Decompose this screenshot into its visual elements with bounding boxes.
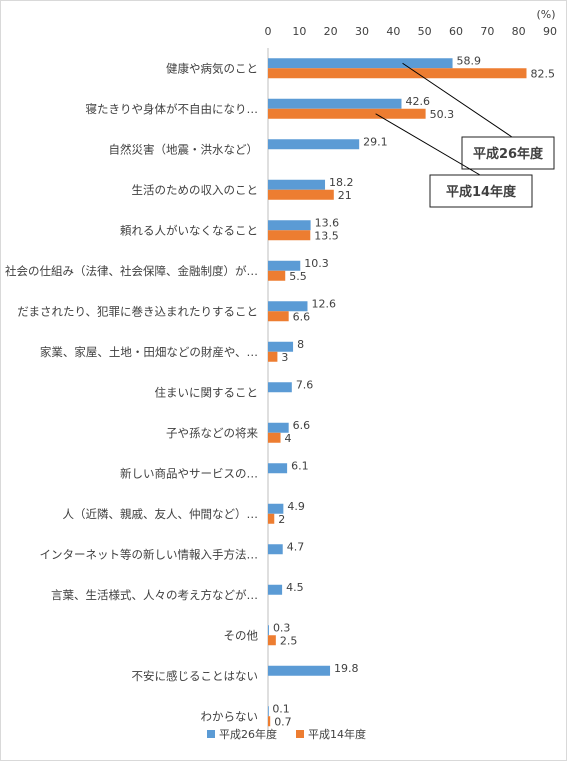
bar-s0-4 xyxy=(268,220,311,231)
data-label-s1-11: 2 xyxy=(278,513,285,526)
data-label-s0-11: 4.9 xyxy=(287,500,305,513)
category-label-9: 子や孫などの将来 xyxy=(166,426,258,440)
bar-s0-9 xyxy=(268,422,289,433)
data-label-s0-8: 7.6 xyxy=(296,378,314,391)
callout-box-0 xyxy=(461,136,555,170)
data-label-s1-6: 6.6 xyxy=(293,310,311,323)
x-tick-label-1: 10 xyxy=(292,25,306,38)
data-label-s0-12: 4.7 xyxy=(287,540,305,553)
data-label-s1-3: 21 xyxy=(338,189,352,202)
data-label-s0-16: 0.1 xyxy=(272,702,290,715)
bar-s0-10 xyxy=(268,463,288,474)
category-label-13: 言葉、生活様式、人々の考え方などが… xyxy=(51,588,258,602)
bar-s0-13 xyxy=(268,584,283,595)
bar-s0-3 xyxy=(268,179,326,190)
bar-s0-14 xyxy=(268,625,269,636)
data-label-s0-6: 12.6 xyxy=(311,297,336,310)
data-label-s0-0: 58.9 xyxy=(457,54,482,67)
callout-text-0: 平成26年度 xyxy=(473,146,544,162)
data-label-s0-14: 0.3 xyxy=(273,621,291,634)
bar-s1-6 xyxy=(268,311,289,322)
data-label-s0-3: 18.2 xyxy=(329,176,354,189)
category-label-0: 健康や病気のこと xyxy=(166,61,258,75)
bar-s1-16 xyxy=(268,716,271,727)
bar-s1-14 xyxy=(268,635,276,646)
bar-s1-3 xyxy=(268,189,334,200)
legend-label-0: 平成26年度 xyxy=(219,727,277,741)
callout-box-1 xyxy=(429,174,533,208)
bar-s1-1 xyxy=(268,108,426,119)
legend-swatch-1 xyxy=(296,730,304,738)
category-label-4: 頼れる人がいなくなること xyxy=(120,223,258,237)
data-label-s0-10: 6.1 xyxy=(291,459,309,472)
x-tick-label-0: 0 xyxy=(265,25,272,38)
bar-s0-12 xyxy=(268,544,283,555)
bar-s1-5 xyxy=(268,270,286,281)
data-label-s1-0: 82.5 xyxy=(531,67,556,80)
category-label-6: だまされたり、犯罪に巻き込まれたりすること xyxy=(17,304,258,318)
axis-unit-label: (%) xyxy=(536,8,555,21)
bar-s1-4 xyxy=(268,230,311,241)
x-tick-label-3: 30 xyxy=(355,25,369,38)
category-label-5: 社会の仕組み（法律、社会保障、金融制度）が… xyxy=(5,264,258,278)
x-tick-label-6: 60 xyxy=(449,25,463,38)
category-label-14: その他 xyxy=(224,628,259,642)
data-label-s0-5: 10.3 xyxy=(304,257,329,270)
x-tick-label-4: 40 xyxy=(386,25,400,38)
data-label-s0-2: 29.1 xyxy=(363,135,388,148)
bar-s0-0 xyxy=(268,58,453,69)
category-label-3: 生活のための収入のこと xyxy=(132,183,259,197)
x-tick-label-8: 80 xyxy=(512,25,526,38)
category-label-16: わからない xyxy=(201,709,259,723)
x-tick-label-9: 90 xyxy=(543,25,557,38)
category-label-10: 新しい商品やサービスの… xyxy=(120,466,258,480)
data-label-s1-16: 0.7 xyxy=(274,715,292,728)
bar-s0-15 xyxy=(268,665,331,676)
bar-s1-9 xyxy=(268,432,281,443)
data-label-s0-1: 42.6 xyxy=(405,95,430,108)
data-label-s0-13: 4.5 xyxy=(286,581,304,594)
category-label-7: 家業、家屋、土地・田畑などの財産や、… xyxy=(40,345,258,359)
legend-label-1: 平成14年度 xyxy=(308,727,366,741)
x-tick-label-2: 20 xyxy=(324,25,338,38)
callout-text-1: 平成14年度 xyxy=(446,184,517,200)
bar-s1-11 xyxy=(268,513,275,524)
x-tick-label-5: 50 xyxy=(418,25,432,38)
category-label-1: 寝たきりや身体が不自由になり… xyxy=(86,102,259,116)
data-label-s1-14: 2.5 xyxy=(280,634,298,647)
data-label-s1-7: 3 xyxy=(281,351,288,364)
data-label-s1-4: 13.5 xyxy=(314,229,339,242)
category-label-2: 自然災害（地震・洪水など） xyxy=(109,142,259,156)
bar-s0-6 xyxy=(268,301,308,312)
callout-leader-0 xyxy=(402,62,513,138)
data-label-s1-9: 4 xyxy=(285,432,292,445)
x-tick-label-7: 70 xyxy=(480,25,494,38)
category-label-11: 人（近隣、親戚、友人、仲間など）… xyxy=(63,507,259,521)
data-label-s0-7: 8 xyxy=(297,338,304,351)
category-label-8: 住まいに関すること xyxy=(155,385,259,399)
category-label-15: 不安に感じることはない xyxy=(132,669,259,683)
bar-s1-7 xyxy=(268,351,278,362)
bar-s0-16 xyxy=(268,706,269,717)
bar-s1-0 xyxy=(268,68,527,79)
data-label-s0-15: 19.8 xyxy=(334,662,359,675)
bar-s0-7 xyxy=(268,341,294,352)
data-label-s0-9: 6.6 xyxy=(293,419,311,432)
bar-s0-2 xyxy=(268,139,360,150)
callout-leader-1 xyxy=(375,113,481,176)
data-label-s1-1: 50.3 xyxy=(430,108,455,121)
category-label-12: インターネット等の新しい情報入手方法… xyxy=(40,547,259,561)
bar-s0-1 xyxy=(268,98,402,109)
data-label-s1-5: 5.5 xyxy=(289,270,307,283)
bar-s0-8 xyxy=(268,382,292,393)
bar-s0-5 xyxy=(268,260,301,271)
data-label-s0-4: 13.6 xyxy=(315,216,340,229)
bar-s0-11 xyxy=(268,503,284,514)
legend-swatch-0 xyxy=(207,730,215,738)
